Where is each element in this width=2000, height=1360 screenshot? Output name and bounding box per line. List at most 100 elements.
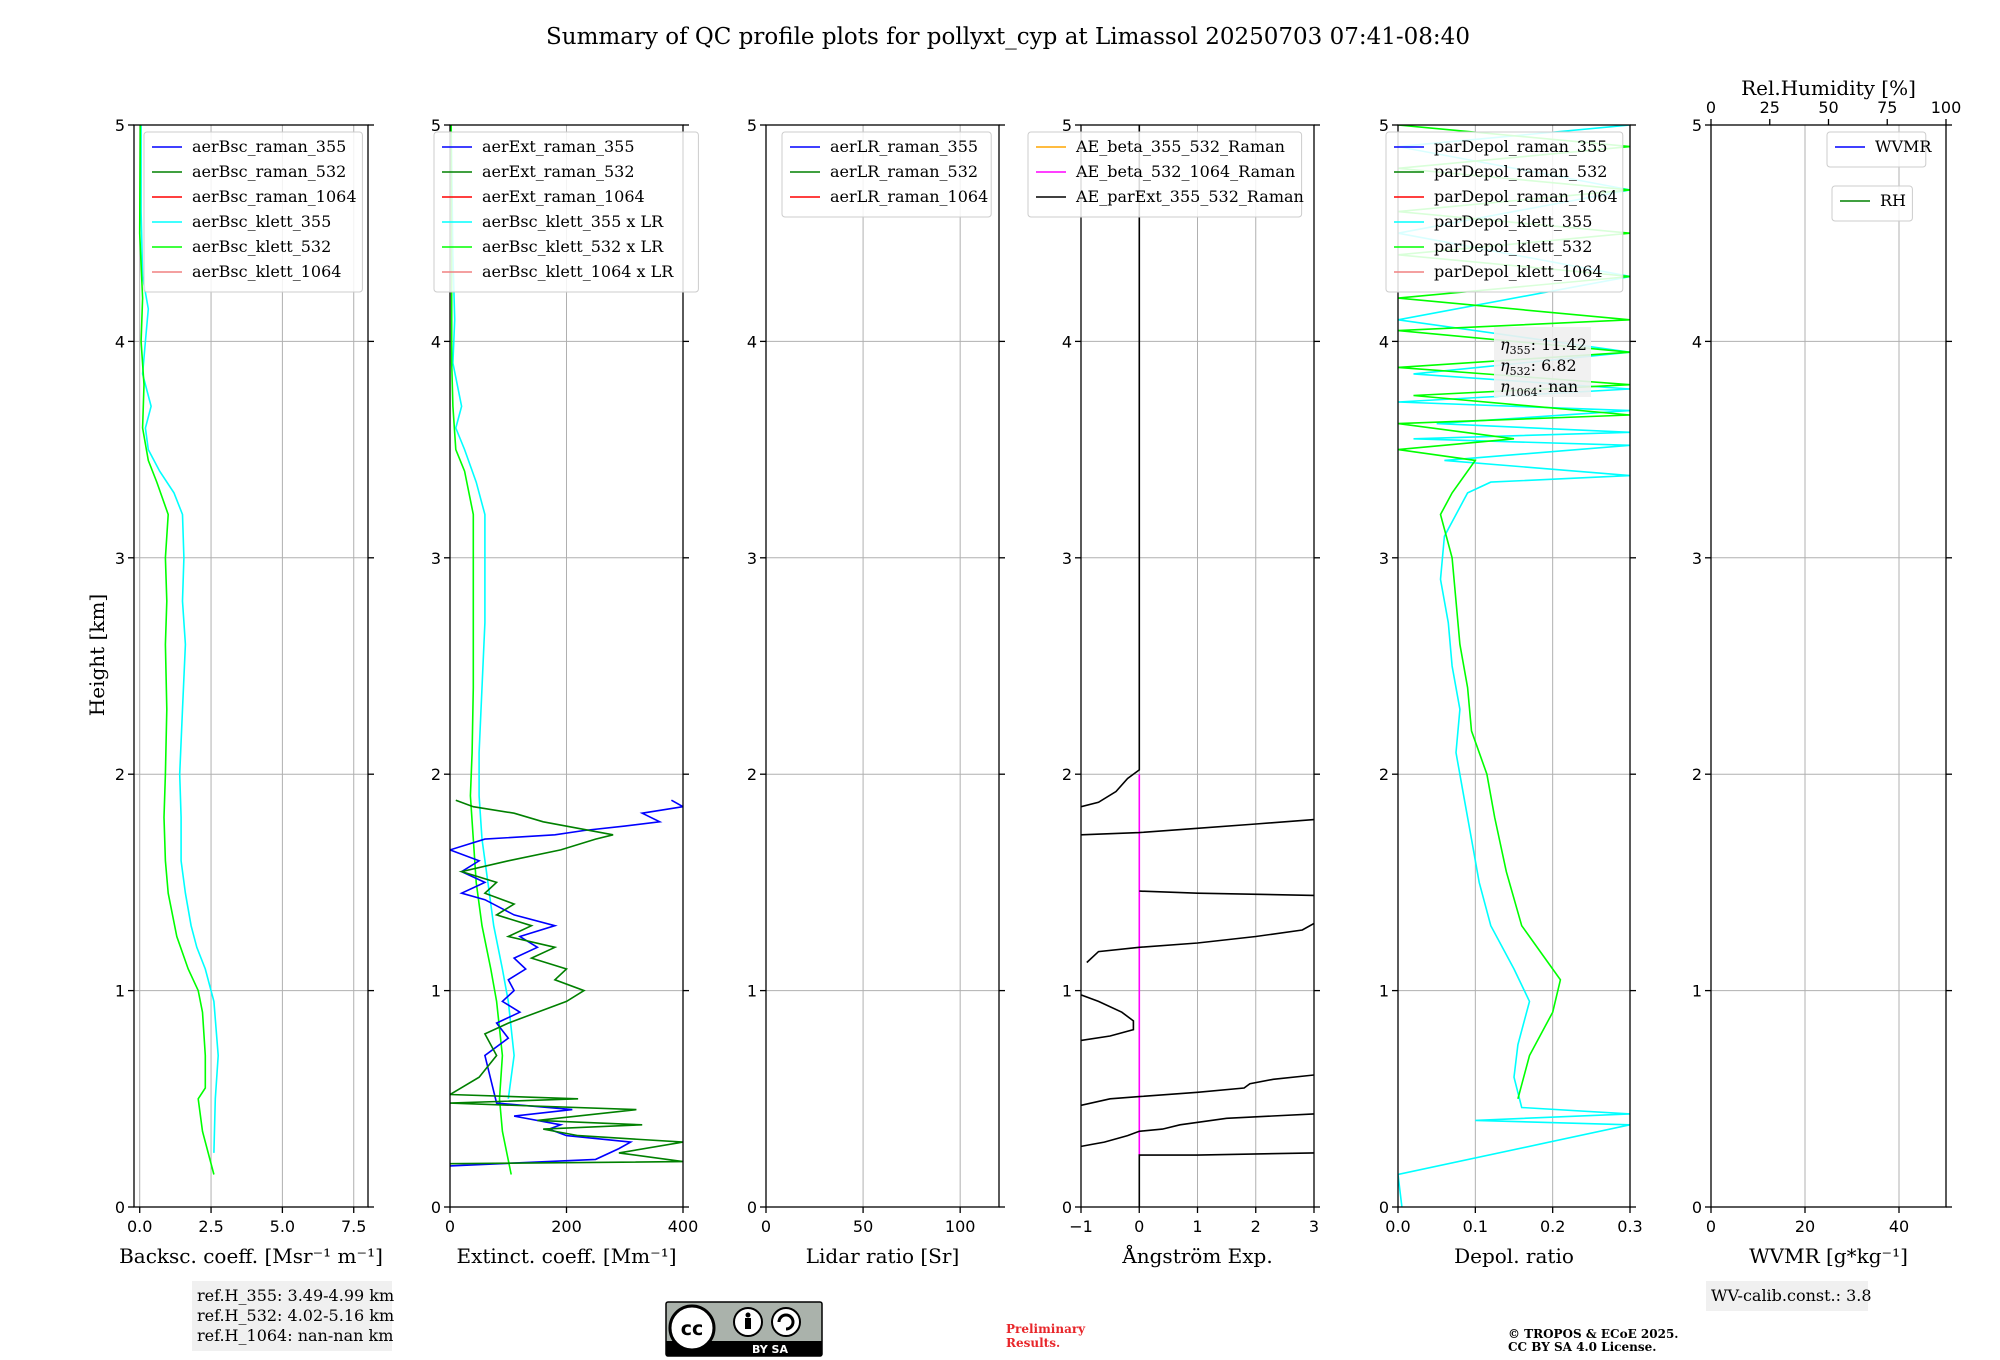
y-tick-label: 1: [431, 982, 441, 1001]
legend-entry: aerBsc_raman_355: [192, 137, 346, 156]
y-tick-label: 1: [115, 982, 125, 1001]
x-tick-label: 40: [1889, 1217, 1909, 1236]
x-tick-label: 1: [1192, 1217, 1202, 1236]
legend-entry: aerExt_raman_355: [482, 137, 635, 156]
legend-entry: parDepol_raman_1064: [1434, 187, 1618, 206]
x-tick-label: 0.1: [1463, 1217, 1488, 1236]
y-tick-label: 5: [115, 116, 125, 135]
x-tick-label: 200: [551, 1217, 582, 1236]
series-line: [450, 799, 683, 1165]
x-tick-label: 20: [1795, 1217, 1815, 1236]
legend-entry: aerBsc_klett_532: [192, 237, 331, 256]
y-tick-label: 3: [747, 549, 757, 568]
x-tick-label: 400: [668, 1217, 699, 1236]
svg-text:cc: cc: [681, 1318, 704, 1340]
legend-entry: aerBsc_klett_355 x LR: [482, 212, 664, 231]
legend-frame: [433, 131, 699, 293]
annotation-box: [192, 1281, 392, 1351]
x-tick-label: 0.2: [1540, 1217, 1565, 1236]
legend-entry: parDepol_klett_532: [1434, 237, 1592, 256]
y-tick-label: 1: [1379, 982, 1389, 1001]
y-tick-label: 1: [747, 982, 757, 1001]
series-group: [1081, 125, 1314, 1207]
y-axis-label: Height [km]: [85, 594, 109, 716]
preliminary-line-1: Preliminary: [1006, 1322, 1086, 1336]
series-line: [450, 125, 515, 1099]
series-group: [450, 125, 683, 1175]
eta-line: η1064: nan: [1500, 377, 1578, 399]
x-axis-label: Lidar ratio [Sr]: [806, 1244, 960, 1268]
y-tick-label: 1: [1692, 982, 1702, 1001]
legend-entry: aerBsc_klett_1064: [192, 262, 341, 281]
x-tick-label: 0: [445, 1217, 455, 1236]
y-tick-label: 4: [1692, 332, 1702, 351]
y-tick-label: 4: [1062, 332, 1072, 351]
x-axis-label: Extinct. coeff. [Mm⁻¹]: [456, 1244, 676, 1268]
preliminary-line-2: Results.: [1006, 1336, 1060, 1350]
annotation-line: ref.H_532: 4.02-5.16 km: [197, 1306, 394, 1325]
legend-entry: AE_beta_355_532_Raman: [1075, 137, 1285, 156]
legend-entry: aerBsc_raman_532: [192, 162, 346, 181]
panels: 0 1 2 3 4 5 0.0 2.5 5.0 7.5 Backsc. coeff. [Msr⁻¹ …: [115, 76, 1961, 1351]
y-tick-label: 3: [1062, 549, 1072, 568]
axes-frame: [1397, 124, 1631, 1208]
x-tick-label: 3: [1309, 1217, 1319, 1236]
eta-line: η355: 11.42: [1500, 335, 1587, 357]
legend: parDepol_raman_355 parDepol_raman_532 parD…: [1385, 131, 1624, 293]
x-tick-label: 0.3: [1617, 1217, 1642, 1236]
top-x-tick-label: 0: [1706, 98, 1716, 117]
legend-entry: aerExt_raman_532: [482, 162, 635, 181]
y-tick-label: 2: [747, 765, 757, 784]
series-line: [1139, 890, 1314, 897]
cc-by-sa-text: BY SA: [752, 1343, 789, 1356]
top-x-tick-label: 50: [1818, 98, 1838, 117]
figure-title: Summary of QC profile plots for pollyxt_…: [546, 24, 1470, 50]
annotation-box: [1706, 1281, 1868, 1311]
x-tick-label: 5.0: [270, 1217, 295, 1236]
y-tick-label: 4: [1379, 332, 1389, 351]
x-tick-label: 100: [945, 1217, 976, 1236]
y-tick-label: 4: [747, 332, 757, 351]
x-tick-label: 0: [1706, 1217, 1716, 1236]
series-line: [138, 125, 215, 1175]
series-line: [1081, 1074, 1314, 1107]
copyright-line-2: CC BY SA 4.0 License.: [1508, 1340, 1656, 1354]
legend-frame: [1385, 131, 1624, 293]
eta-box: [1494, 327, 1591, 397]
y-tick-label: 5: [1692, 116, 1702, 135]
y-tick-label: 0: [1062, 1198, 1072, 1217]
y-tick-label: 2: [431, 765, 441, 784]
top-x-tick-label: 100: [1931, 98, 1962, 117]
legend-entry: parDepol_klett_355: [1434, 212, 1592, 231]
series-group: [138, 125, 220, 1175]
legend-entry: parDepol_raman_355: [1434, 137, 1607, 156]
legend: aerLR_raman_355 aerLR_raman_532 aerLR_rama…: [781, 131, 992, 218]
legend-entry: aerExt_raman_1064: [482, 187, 645, 206]
axes-frame: [765, 124, 1000, 1208]
series-line: [1081, 994, 1135, 1042]
y-tick-label: 2: [1379, 765, 1389, 784]
y-tick-label: 3: [1692, 549, 1702, 568]
legend-entry: aerBsc_klett_1064 x LR: [482, 262, 674, 281]
legend-frame: [1826, 131, 1927, 168]
x-tick-label: 0: [1134, 1217, 1144, 1236]
legend: AE_beta_355_532_Raman AE_beta_532_1064_Ra…: [1027, 131, 1304, 218]
legend-entry: aerLR_raman_1064: [830, 187, 988, 206]
legend-frame: [143, 131, 363, 293]
annotation-line: WV-calib.const.: 3.8: [1711, 1286, 1872, 1305]
y-tick-label: 3: [1379, 549, 1389, 568]
legend-entry: aerBsc_klett_532 x LR: [482, 237, 664, 256]
y-tick-label: 4: [115, 332, 125, 351]
y-tick-label: 5: [1062, 116, 1072, 135]
legend-frame: [1027, 131, 1303, 218]
y-tick-label: 5: [431, 116, 441, 135]
panel-ext: 0 1 2 3 4 5 0 200 400 Extinct. coeff. [Mm⁻¹] aerEx…: [431, 116, 699, 1268]
y-tick-label: 0: [747, 1198, 757, 1217]
legend-entry: parDepol_klett_1064: [1434, 262, 1603, 281]
y-tick-label: 5: [747, 116, 757, 135]
y-tick-label: 3: [431, 549, 441, 568]
